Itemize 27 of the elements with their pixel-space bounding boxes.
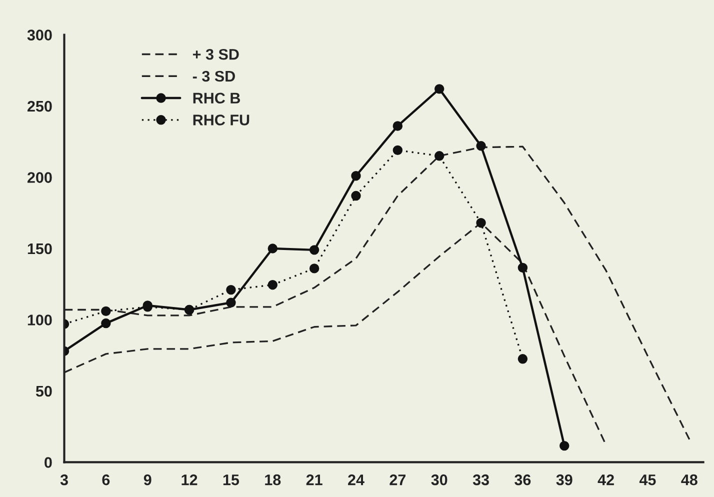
x-tick-label: 27 xyxy=(390,474,406,486)
x-tick-label: 12 xyxy=(182,474,198,486)
y-tick-label: 200 xyxy=(27,172,52,183)
y-tick-label: 50 xyxy=(36,386,52,397)
legend-label: - 3 SD xyxy=(192,70,235,82)
x-tick-label: 48 xyxy=(681,474,698,486)
y-tick-label: 300 xyxy=(27,30,52,40)
x-tick-label: 21 xyxy=(306,474,322,486)
x-tick-label: 3 xyxy=(60,474,68,486)
y-tick-label: 150 xyxy=(28,243,52,254)
x-tick-label: 36 xyxy=(514,474,531,486)
legend-label: RHC FU xyxy=(193,114,250,126)
x-tick-label: 6 xyxy=(102,474,110,486)
legend-label: RHC B xyxy=(193,92,240,104)
y-tick-label: 0 xyxy=(44,457,52,468)
legend-label: + 3 SD xyxy=(192,48,239,60)
x-tick-label: 30 xyxy=(431,474,448,486)
x-tick-label: 15 xyxy=(223,474,240,486)
x-tick-label: 33 xyxy=(472,474,489,486)
x-tick-label: 45 xyxy=(639,474,656,486)
x-tick-label: 39 xyxy=(556,474,572,486)
x-tick-label: 9 xyxy=(144,474,152,486)
x-tick-label: 18 xyxy=(265,474,281,486)
y-tick-label: 250 xyxy=(27,100,52,112)
y-tick-label: 100 xyxy=(28,314,52,326)
x-tick-label: 42 xyxy=(598,474,614,486)
x-tick-label: 24 xyxy=(348,474,364,486)
